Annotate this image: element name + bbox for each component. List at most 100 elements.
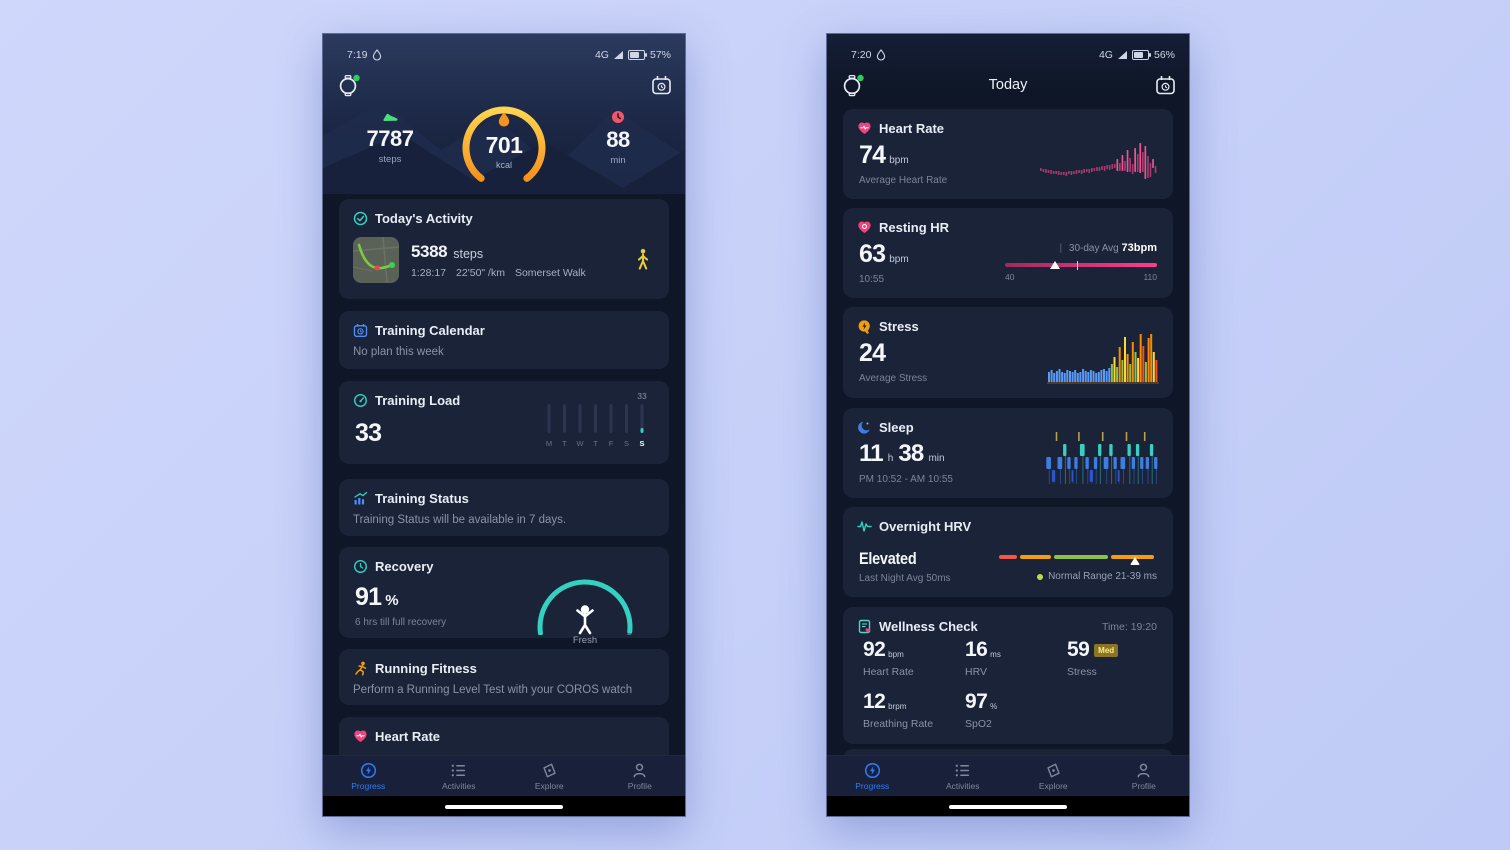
profile-icon <box>633 763 646 777</box>
page-title: Today <box>988 77 1028 93</box>
app-bar: Today <box>827 68 1189 102</box>
card-title: Resting HR <box>879 220 950 235</box>
recovery-person-icon <box>576 609 594 635</box>
heart-rate-subtitle: Average Heart Rate <box>859 175 948 186</box>
gauge-icon <box>353 393 368 408</box>
sleep-card[interactable]: Sleep 11 h 38 min PM 10:52 - AM 10:55 <box>843 408 1173 498</box>
watch-icon[interactable] <box>839 72 866 99</box>
heart-rate-value: 74 <box>859 141 886 169</box>
signal-icon <box>1117 51 1127 59</box>
svg-text:S: S <box>624 439 629 448</box>
resting-hr-avg-tick <box>1076 260 1079 270</box>
wellness-metric-hrv: 16 ms HRV <box>965 639 1065 678</box>
left-scroll-content[interactable]: 7:19 4G 57% <box>323 34 685 756</box>
status-network: 4G <box>594 49 609 61</box>
nav-progress-label: Progress <box>351 780 386 791</box>
todays-activity-card[interactable]: Today's Activity <box>339 199 669 299</box>
heart-rate-unit: bpm <box>889 155 909 166</box>
nav-activities[interactable]: Activities <box>918 762 1009 791</box>
progress-icon <box>360 762 376 778</box>
svg-text:T: T <box>593 439 598 448</box>
svg-text:S: S <box>639 439 644 448</box>
calendar-icon[interactable] <box>1154 74 1177 97</box>
home-indicator[interactable] <box>949 805 1067 809</box>
recovery-subtitle: 6 hrs till full recovery <box>355 617 447 628</box>
calories-ring[interactable]: 701 kcal <box>456 96 552 196</box>
card-title: Training Calendar <box>375 323 485 338</box>
status-network: 4G <box>1098 49 1113 61</box>
right-card-list: Heart Rate 74 bpm Average Heart Rate Res… <box>827 102 1189 756</box>
metric-unit: % <box>990 702 998 711</box>
training-calendar-subtitle: No plan this week <box>353 346 444 358</box>
calendar-clock-icon <box>353 324 368 337</box>
metric-label: HRV <box>965 666 987 678</box>
nav-progress[interactable]: Progress <box>827 762 918 791</box>
stress-chart <box>1047 334 1159 384</box>
heart-rate-card-partial[interactable]: Heart Rate <box>339 717 669 756</box>
watch-icon[interactable] <box>335 72 362 99</box>
stress-icon <box>858 320 870 334</box>
training-load-card[interactable]: Training Load 33 M T W T F S S 33 <box>339 381 669 464</box>
training-status-card[interactable]: Training Status Training Status will be … <box>339 479 669 536</box>
steps-value: 7787 <box>366 126 414 151</box>
training-calendar-card[interactable]: Training Calendar No plan this week <box>339 311 669 369</box>
phone-screenshot-right: 7:20 4G 56% Today <box>826 33 1190 817</box>
sleep-stages-chart <box>1046 432 1158 484</box>
nav-explore[interactable]: Explore <box>1008 762 1099 791</box>
range-min-label: 40 <box>1005 272 1015 282</box>
card-title: Training Status <box>375 491 469 506</box>
dnd-droplet-icon <box>373 49 382 61</box>
resting-hr-card[interactable]: Resting HR 63 bpm 10:55 | 30-day Avg 73b… <box>843 208 1173 298</box>
resting-heart-icon <box>858 221 871 233</box>
left-card-list: Today's Activity <box>323 194 685 756</box>
activity-steps-unit: steps <box>453 246 484 261</box>
card-title: Running Fitness <box>375 661 477 676</box>
runner-icon <box>355 661 367 676</box>
activity-name: Somerset Walk <box>514 266 586 279</box>
training-load-value: 33 <box>355 419 382 447</box>
stress-card[interactable]: Stress 24 Average Stress <box>843 307 1173 398</box>
activity-duration: 1:28:17 <box>411 266 447 279</box>
heart-rate-card[interactable]: Heart Rate 74 bpm Average Heart Rate <box>843 109 1173 199</box>
nav-profile[interactable]: Profile <box>1099 762 1190 791</box>
hrv-range-label: Normal Range 21-39 ms <box>1048 571 1157 582</box>
home-indicator[interactable] <box>445 805 563 809</box>
active-minutes-stat[interactable]: 88 min <box>581 110 655 166</box>
phone-screenshot-left: 7:19 4G 57% <box>322 33 686 817</box>
nav-explore[interactable]: Explore <box>504 762 595 791</box>
flame-icon <box>498 112 510 127</box>
metric-unit: ms <box>990 650 1001 659</box>
route-map-thumbnail[interactable] <box>353 237 399 283</box>
nav-progress[interactable]: Progress <box>323 762 414 791</box>
activities-icon <box>955 764 970 776</box>
avg-tick-mark: | <box>1059 243 1063 254</box>
card-title: Today's Activity <box>375 211 473 226</box>
next-card-partial[interactable] <box>843 749 1173 756</box>
svg-text:T: T <box>562 439 567 448</box>
status-battery-pct: 57% <box>649 49 671 61</box>
resting-hr-time: 10:55 <box>859 274 885 285</box>
sleep-subtitle: PM 10:52 - AM 10:55 <box>859 474 953 485</box>
nav-activities[interactable]: Activities <box>414 762 505 791</box>
nav-explore-label: Explore <box>1038 780 1068 791</box>
hero-header: 7:19 4G 57% <box>323 34 685 194</box>
gesture-bar <box>827 796 1189 816</box>
walker-icon <box>637 248 649 270</box>
metric-label: SpO2 <box>965 718 992 730</box>
right-scroll-content[interactable]: 7:20 4G 56% Today <box>827 34 1189 756</box>
route-start-dot <box>374 265 380 271</box>
hrv-status-value: Elevated <box>859 549 917 568</box>
nav-profile[interactable]: Profile <box>595 762 686 791</box>
recovery-card[interactable]: Recovery 91 % 6 hrs till full recovery F… <box>339 547 669 646</box>
svg-text:F: F <box>609 439 614 448</box>
running-fitness-card[interactable]: Running Fitness Perform a Running Level … <box>339 649 669 705</box>
profile-icon <box>1137 763 1150 777</box>
steps-stat[interactable]: 7787 steps <box>353 110 427 165</box>
dnd-droplet-icon <box>877 49 886 61</box>
wellness-check-card[interactable]: Wellness Check Time: 19:20 92 bpm Heart … <box>843 607 1173 744</box>
calories-ring-arc <box>462 106 546 182</box>
hrv-marker <box>1129 553 1140 565</box>
calendar-icon[interactable] <box>650 74 673 97</box>
overnight-hrv-card[interactable]: Overnight HRV Elevated Last Night Avg 50… <box>843 507 1173 597</box>
